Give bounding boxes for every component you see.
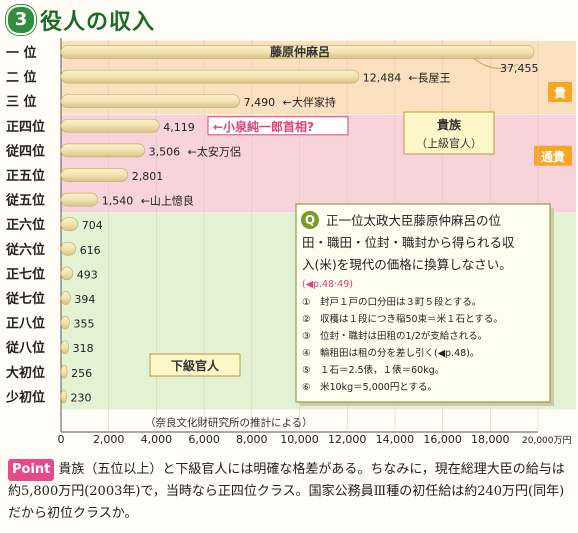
point-label: Point <box>8 459 55 481</box>
annotation-box <box>207 116 349 136</box>
bar <box>60 315 70 330</box>
bar <box>60 241 77 256</box>
bar <box>60 266 74 281</box>
category-label: 従五位 <box>5 193 45 209</box>
question-line: 田・職田・位封・職封から得られる収 <box>302 235 515 250</box>
bar <box>60 143 145 158</box>
income-bar-chart: 貴通貴 0 2,000 4,000 6,000 8,000 10,000 12,000 14,0… <box>5 38 576 446</box>
question-line: 正一位太政大臣藤原仲麻呂の位 <box>326 213 501 228</box>
question-icon-label: Q <box>305 213 315 227</box>
category-label: 正六位 <box>6 217 45 233</box>
question-note: ① 封戸１戸の口分田は３町５段とする。 <box>302 296 481 308</box>
bar <box>60 291 71 305</box>
value-label: 616 <box>80 244 101 257</box>
chart-container: 貴通貴 0 2,000 4,000 6,000 8,000 10,000 12,000 14,0… <box>0 34 578 461</box>
value-label: 37,455 <box>500 62 539 75</box>
bar <box>60 118 160 133</box>
value-label: 394 <box>74 293 95 306</box>
category-label: 正七位 <box>6 266 45 282</box>
category-label: 正五位 <box>6 168 45 184</box>
category-label: 正八位 <box>6 316 45 332</box>
category-label: 三 位 <box>6 94 37 110</box>
bar <box>60 45 535 59</box>
bar-curl <box>473 58 519 69</box>
x-tick-label: 10,000 <box>280 433 319 446</box>
section-number-badge: 3 <box>6 5 36 35</box>
x-tick-label: 0 <box>58 433 65 446</box>
x-tick-label: 2,000 <box>93 433 125 446</box>
category-label: 従四位 <box>5 143 45 159</box>
bar <box>60 94 240 109</box>
category-label: 従六位 <box>5 242 45 258</box>
category-label: 少初位 <box>5 389 45 405</box>
kizoku-legend-box <box>403 111 495 155</box>
question-box <box>295 203 551 403</box>
kizoku-legend-title: 貴族 <box>437 117 462 132</box>
category-label: 正四位 <box>6 119 45 135</box>
value-label: 7,490 <box>244 96 276 109</box>
value-label: 12,484 <box>363 72 402 85</box>
band-label-1: 通貴 <box>541 149 565 164</box>
category-label: 従七位 <box>5 291 45 307</box>
value-label: 704 <box>82 219 103 232</box>
bar-annotation: ←山上憶良 <box>141 194 194 208</box>
bar-annotation: 藤原仲麻呂 <box>269 44 330 59</box>
bar-annotation: ←大伴家持 <box>283 95 336 109</box>
kakyu-legend-box <box>149 353 241 377</box>
band-label-box-1 <box>534 145 572 166</box>
band-label-box-0 <box>548 82 572 102</box>
x-tick-label: 20,000万円 <box>522 435 572 446</box>
x-tick-label: 8,000 <box>236 433 268 446</box>
question-note: ③ 位封・職封は田租の1/2が支給される。 <box>302 330 487 342</box>
question-ref: (◀p.48·49) <box>302 279 353 290</box>
value-label: 4,119 <box>163 121 195 134</box>
value-label: 1,540 <box>102 195 134 208</box>
value-label: 318 <box>73 342 94 355</box>
bar <box>60 217 79 232</box>
bar <box>60 168 129 182</box>
point-text: 貴族（五位以上）と下級官人には明確な格差がある。ちなみに，現在総理大臣の給与は約… <box>8 462 565 521</box>
value-label: 230 <box>70 391 91 404</box>
category-label: 二 位 <box>6 70 37 86</box>
point-footer: Point 貴族（五位以上）と下級官人には明確な格差がある。ちなみに，現在総理大臣… <box>8 459 574 525</box>
question-note: ⑥ 米10kg＝5,000円とする。 <box>302 381 437 393</box>
category-label: 大初位 <box>6 365 45 381</box>
bar-annotation: ←長屋王 <box>408 72 450 85</box>
value-label: 493 <box>77 268 98 281</box>
x-tick-label: 6,000 <box>188 433 220 446</box>
question-note: ② 収穫は１段につき稲50束＝米１石とする。 <box>302 313 503 325</box>
bar <box>60 340 69 355</box>
value-label: 2,801 <box>132 170 164 183</box>
bar-annotation: ←太安万侶 <box>188 144 241 158</box>
x-tick-label: 18,000 <box>471 433 510 446</box>
category-label: 従八位 <box>5 340 45 356</box>
kizoku-legend-sub: （上級官人） <box>416 136 482 150</box>
band-label-0: 貴 <box>554 85 566 100</box>
bar-annotation: ←小泉純一郎首相? <box>213 119 314 134</box>
bar <box>60 389 67 404</box>
question-note: ⑤ １石＝2.5俵，１俵＝60kg。 <box>302 364 444 376</box>
x-tick-label: 14,000 <box>376 433 415 446</box>
category-label: 一 位 <box>6 45 37 61</box>
x-tick-label: 4,000 <box>141 433 173 446</box>
source-note: （奈良文化財研究所の推計による） <box>145 416 313 429</box>
question-icon <box>301 211 319 229</box>
value-label: 355 <box>73 318 94 331</box>
x-tick-label: 12,000 <box>328 433 367 446</box>
page-title: 役人の収入 <box>40 10 156 35</box>
x-tick-label: 16,000 <box>423 433 462 446</box>
value-label: 3,506 <box>149 145 181 158</box>
value-label: 256 <box>71 367 92 380</box>
question-line: 入(米)を現代の価格に換算しなさい。 <box>302 257 512 272</box>
bar <box>60 192 99 207</box>
bar <box>60 364 68 379</box>
bar <box>60 69 360 84</box>
header: 3 役人の収入 <box>0 0 578 35</box>
kakyu-legend: 下級官人 <box>171 358 220 373</box>
question-note: ④ 輸租田は租の分を差し引く(◀p.48)。 <box>302 347 479 359</box>
